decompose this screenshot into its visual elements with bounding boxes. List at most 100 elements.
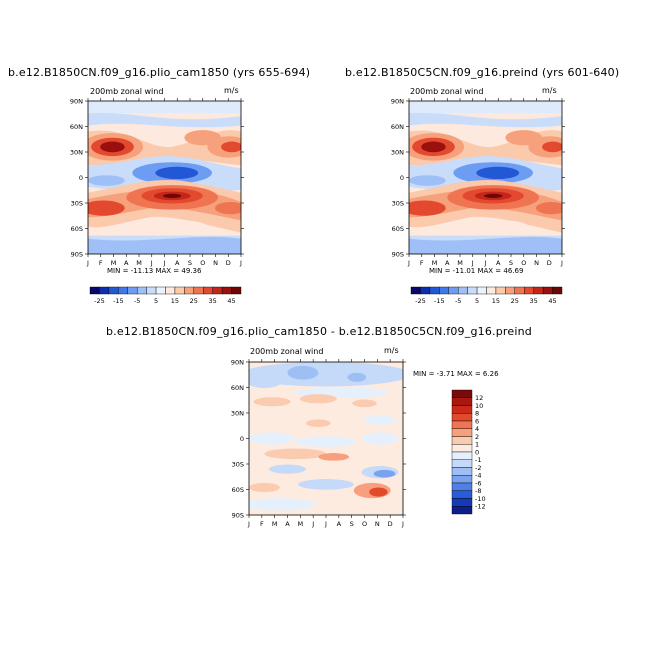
chart-3-contour-region <box>298 479 354 490</box>
chart-3-colorbar-label: 10 <box>475 402 483 410</box>
chart-3-y-tick-label: 60N <box>231 384 244 392</box>
chart-2-colorbar-swatch <box>552 286 563 295</box>
chart-2-nh-jet-core <box>421 141 446 153</box>
chart-1-colorbar-swatch <box>212 286 223 295</box>
chart-2-colorbar-swatch <box>410 286 421 295</box>
chart-1-colorbar-label: -5 <box>134 297 140 305</box>
chart-3-colorbar-label: 4 <box>475 425 479 433</box>
chart-2-colorbar-swatch <box>514 286 525 295</box>
chart-2-nh-jet-nov <box>505 130 543 146</box>
chart-3-contour-region <box>310 501 403 514</box>
chart-2-y-tick-label: 60S <box>392 225 404 233</box>
chart-2-colorbar-swatch <box>429 286 440 295</box>
chart-3-x-tick-label: N <box>375 520 380 528</box>
chart-2-x-tick-label: D <box>547 259 552 267</box>
chart-3-x-tick-label: D <box>388 520 393 528</box>
chart-2-colorbar-label: -25 <box>415 297 426 305</box>
chart-3-colorbar-label: 0 <box>475 448 479 456</box>
chart-2-colorbar-label: -5 <box>455 297 461 305</box>
chart-2-x-tick-label: S <box>509 259 513 267</box>
chart-1-x-tick-label: J <box>86 259 89 267</box>
chart-2-field <box>409 101 562 254</box>
chart-1-colorbar-swatch <box>89 286 100 295</box>
chart-3-colorbar-swatch <box>451 397 473 406</box>
chart-3-colorbar-swatch <box>451 428 473 437</box>
chart-1-x-tick-label: S <box>188 259 192 267</box>
chart-2-x-tick-label: M <box>457 259 463 267</box>
chart-2-easterly-jan <box>409 175 446 186</box>
chart-1-colorbar-swatch <box>165 286 176 295</box>
chart-3-colorbar-label: 6 <box>475 417 479 425</box>
chart-1-sh-jet-core <box>162 193 182 199</box>
chart-2-colorbar-swatch <box>524 286 534 295</box>
chart-3-x-tick-label: F <box>260 520 264 528</box>
chart-2-easterly-core <box>476 166 520 180</box>
chart-2-colorbar-swatch <box>467 286 478 295</box>
chart-2-colorbar-swatch <box>505 286 516 295</box>
chart-1-x-tick-label: J <box>150 259 153 267</box>
chart-3-contour-region <box>318 453 350 461</box>
chart-1-sh-weak <box>152 220 208 233</box>
chart-1-x-tick-label: J <box>163 259 166 267</box>
chart-1-colorbar-swatch <box>136 286 147 295</box>
chart-1-nh-jet-dec-core <box>221 141 241 153</box>
chart-3-x-tick-label: O <box>362 520 367 528</box>
chart-3-colorbar-label: -2 <box>475 464 481 472</box>
chart-2-colorbar-swatch <box>448 286 459 295</box>
chart-2-sh-weak <box>473 220 529 233</box>
chart-1-y-tick-label: 30S <box>71 200 83 208</box>
chart-2-y-tick-label: 90N <box>391 98 404 106</box>
chart-2-title: b.e12.B1850C5CN.f09_g16.preind (yrs 601-… <box>345 66 620 79</box>
chart-3-colorbar-swatch <box>451 389 473 398</box>
chart-1-colorbar-label: 35 <box>209 297 217 305</box>
chart-2-colorbar-label: 5 <box>475 297 479 305</box>
chart-2-x-tick-label: A <box>445 259 450 267</box>
chart-1-colorbar-label: 45 <box>227 297 235 305</box>
chart-3-contour-region <box>369 487 388 497</box>
chart-1-colorbar-swatch <box>108 286 119 295</box>
chart-2-colorbar-label: -15 <box>434 297 445 305</box>
chart-1-y-tick-label: 60S <box>71 225 83 233</box>
chart-1-nh-jet-core <box>100 141 125 153</box>
chart-2-x-tick-label: J <box>407 259 410 267</box>
chart-2-colorbar-swatch <box>476 286 487 295</box>
chart-3-contour-region <box>347 372 367 382</box>
chart-1-colorbar-swatch <box>127 286 138 295</box>
chart-3-x-tick-label: J <box>401 520 404 528</box>
chart-2-x-tick-label: N <box>534 259 539 267</box>
chart-1-title: b.e12.B1850CN.f09_g16.plio_cam1850 (yrs … <box>8 66 311 79</box>
chart-3-contour-region <box>264 448 327 460</box>
chart-3-x-tick-label: A <box>337 520 342 528</box>
chart-1-colorbar-label: 15 <box>171 297 179 305</box>
chart-2-colorbar-swatch <box>533 286 544 295</box>
chart-3-colorbar-swatch <box>451 467 473 476</box>
chart-1-easterly-jan <box>88 175 125 186</box>
chart-3-colorbar-label: -6 <box>475 479 481 487</box>
chart-1-sh-jet-dec <box>214 201 241 215</box>
chart-2-colorbar-swatch <box>439 286 449 295</box>
chart-3-contour-region <box>352 399 377 408</box>
chart-1-min-max: MIN = -11.13 MAX = 49.36 <box>107 267 202 275</box>
chart-1-band-south-polar <box>88 236 241 254</box>
chart-3-title: b.e12.B1850CN.f09_g16.plio_cam1850 - b.e… <box>106 325 532 338</box>
chart-3-colorbar-label: 8 <box>475 410 479 418</box>
chart-1-x-tick-label: M <box>136 259 142 267</box>
chart-2-y-tick-label: 30N <box>391 149 404 157</box>
chart-2-nh-jet-dec-core <box>542 141 562 153</box>
chart-3-colorbar-label: -4 <box>475 472 481 480</box>
chart-3-y-tick-label: 30N <box>231 410 244 418</box>
chart-2-sh-jet-dec <box>535 201 562 215</box>
chart-3-contour-region <box>249 498 319 511</box>
chart-2-x-tick-label: J <box>484 259 487 267</box>
chart-3-x-tick-label: J <box>247 520 250 528</box>
chart-1-colorbar-swatch <box>203 286 213 295</box>
chart-3-contour-region <box>249 362 403 387</box>
chart-3-y-tick-label: 60S <box>232 486 244 494</box>
chart-1-y-tick-label: 30N <box>70 149 83 157</box>
chart-3-colorbar-swatch <box>451 459 473 468</box>
chart-1-x-tick-label: M <box>111 259 117 267</box>
chart-2-x-tick-label: M <box>432 259 438 267</box>
chart-1-y-tick-label: 0 <box>79 174 83 182</box>
chart-1-x-tick-label: F <box>99 259 103 267</box>
